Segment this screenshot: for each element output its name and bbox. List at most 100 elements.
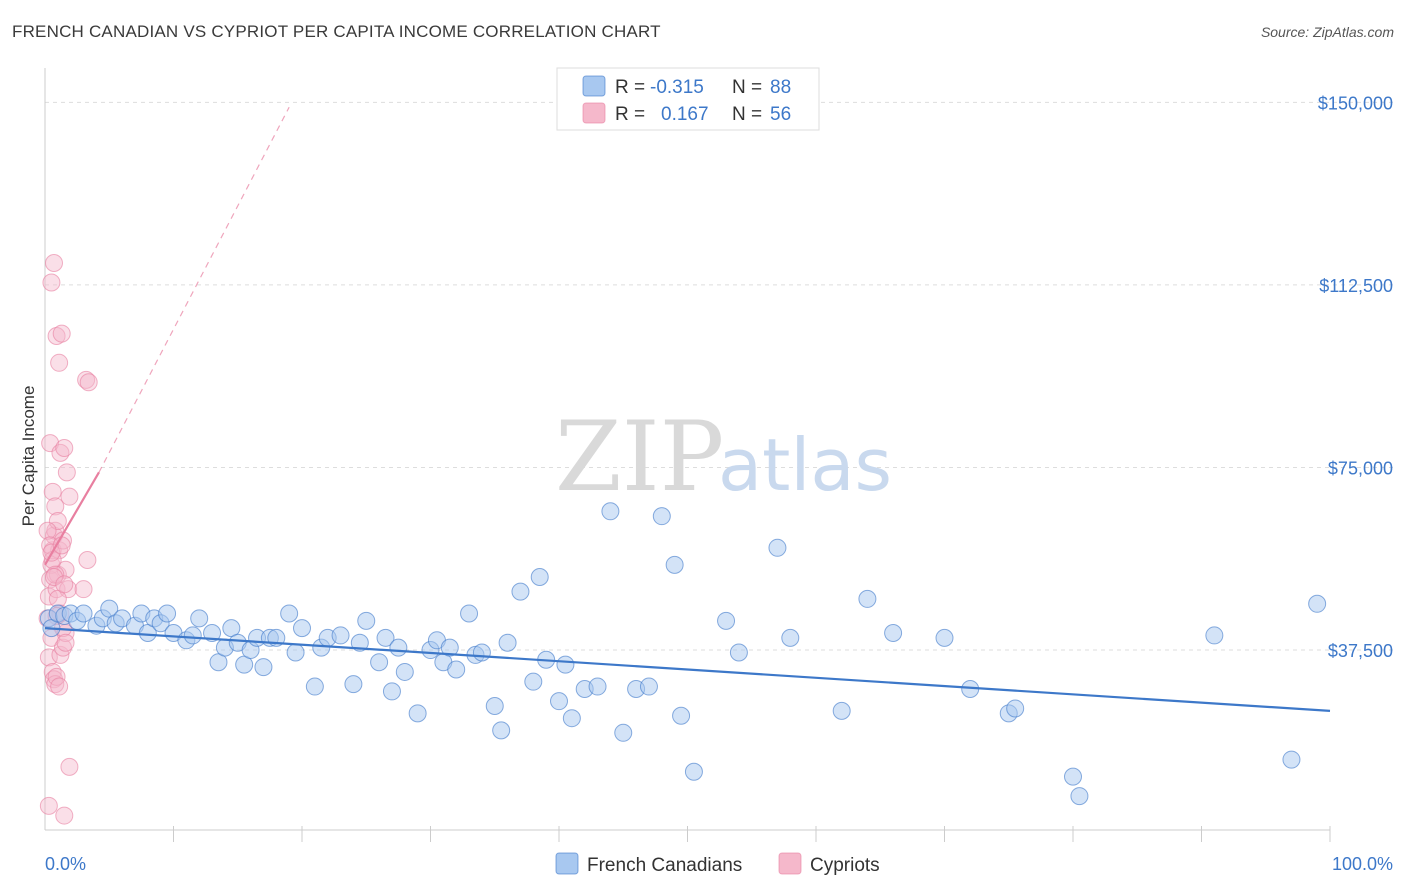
french-canadians-point — [1006, 699, 1025, 718]
y-tick-label: $75,000 — [1328, 458, 1393, 478]
legend: R = -0.315 N = 88 R = 0.167 N = 56 — [556, 67, 820, 131]
cypriots-point — [44, 568, 63, 587]
cypriots-point — [52, 324, 71, 343]
french-canadians-point — [331, 626, 350, 645]
grid-lines — [45, 101, 1393, 651]
french-canadians-point — [254, 658, 273, 677]
axes — [44, 68, 1331, 842]
bottom-legend: French Canadians Cypriots — [555, 852, 880, 876]
x-tick-label-max: 100.0% — [1332, 854, 1393, 874]
french-canadians-point — [395, 662, 414, 681]
cypriots-point — [51, 645, 70, 664]
cypriots-points — [38, 254, 98, 825]
french-canadians-point — [614, 723, 633, 742]
trend-lines — [44, 106, 1331, 712]
french-canadians-point — [639, 677, 658, 696]
legend-n-value-0: 88 — [770, 77, 791, 98]
french-canadians-point — [935, 628, 954, 647]
french-canadians-point — [601, 502, 620, 521]
cypriots-trend-line-extension — [98, 106, 290, 473]
cypriots-point — [39, 796, 58, 815]
french-canadians-point — [524, 672, 543, 691]
french-canadians-point — [511, 582, 530, 601]
french-canadians-point — [344, 675, 363, 694]
cypriots-point — [50, 353, 69, 372]
cypriots-point — [77, 370, 96, 389]
french-canadians-point — [562, 709, 581, 728]
cypriots-point — [42, 273, 61, 292]
cypriots-point — [47, 327, 66, 346]
legend-r-label-1: R = — [615, 104, 645, 125]
cypriots-point — [57, 463, 76, 482]
cypriots-point — [60, 487, 79, 506]
french-canadians-point — [858, 589, 877, 608]
french-canadians-point — [280, 604, 299, 623]
french-canadians-point — [408, 704, 427, 723]
french-canadians-point — [498, 633, 517, 652]
y-tick-labels: $37,500 $75,000 $112,500 $150,000 — [1318, 93, 1393, 661]
french-canadians-point — [832, 701, 851, 720]
french-canadians-point — [1205, 626, 1224, 645]
cypriots-point — [55, 575, 74, 594]
french-canadians-point — [729, 643, 748, 662]
cypriots-trend-line — [44, 471, 100, 566]
french-canadians-point — [293, 619, 311, 638]
cypriots-point — [46, 497, 65, 516]
bottom-legend-swatch-blue — [555, 852, 579, 875]
french-canadians-point — [1282, 750, 1301, 769]
legend-r-label-0: R = — [615, 77, 645, 98]
legend-n-label-0: N = — [732, 77, 762, 98]
legend-r-value-0: -0.315 — [650, 77, 704, 98]
french-canadians-point — [472, 643, 491, 662]
french-canadians-point — [884, 624, 903, 642]
cypriots-point — [79, 373, 98, 392]
french-canadians-point — [305, 677, 324, 696]
french-canadians-point — [530, 568, 549, 587]
cypriots-point — [55, 439, 74, 457]
french-canadians-point — [1064, 767, 1082, 786]
french-canadians-point — [357, 611, 376, 630]
legend-r-value-1: 0.167 — [661, 104, 709, 125]
legend-swatch-blue — [582, 75, 606, 97]
french-canadians-point — [556, 655, 575, 674]
cypriots-point — [78, 550, 97, 569]
cypriots-point — [56, 633, 75, 652]
legend-n-label-1: N = — [732, 104, 762, 125]
cypriots-point — [50, 677, 69, 696]
french-canadians-point — [447, 660, 466, 679]
cypriots-point — [44, 254, 63, 272]
french-canadians-point — [74, 604, 93, 623]
french-canadians-point — [350, 633, 369, 652]
french-canadians-point — [389, 638, 408, 657]
french-canadians-point — [550, 692, 568, 711]
y-tick-label: $150,000 — [1318, 93, 1393, 113]
french-canadians-point — [492, 721, 511, 740]
french-canadians-point — [1308, 594, 1327, 613]
french-canadians-point — [382, 682, 401, 701]
bottom-legend-cypriots: Cypriots — [810, 855, 880, 876]
chart-title: FRENCH CANADIAN VS CYPRIOT PER CAPITA IN… — [12, 22, 661, 41]
french-canadians-point — [672, 706, 691, 725]
french-canadians-point — [190, 609, 209, 628]
french-canadians-point — [768, 538, 787, 557]
french-canadians-point — [203, 624, 222, 642]
french-canadians-point — [684, 762, 703, 781]
cypriots-point — [43, 482, 62, 501]
french-canadians-trend-line — [44, 627, 1331, 712]
legend-n-value-1: 56 — [770, 104, 791, 125]
cypriots-point — [55, 806, 74, 825]
cypriots-point — [60, 757, 79, 776]
cypriots-point — [56, 560, 75, 579]
french-canadians-point — [781, 628, 800, 647]
cypriots-point — [38, 521, 57, 540]
watermark-zip: ZIP — [555, 401, 724, 513]
french-canadians-point — [717, 611, 736, 630]
french-canadians-point — [652, 507, 671, 526]
x-tick-label-min: 0.0% — [45, 854, 86, 874]
french-canadians-point — [665, 555, 684, 574]
french-canadians-point — [460, 604, 479, 623]
y-tick-label: $37,500 — [1328, 641, 1393, 661]
french-canadians-point — [158, 604, 177, 623]
legend-swatch-pink — [582, 102, 606, 124]
